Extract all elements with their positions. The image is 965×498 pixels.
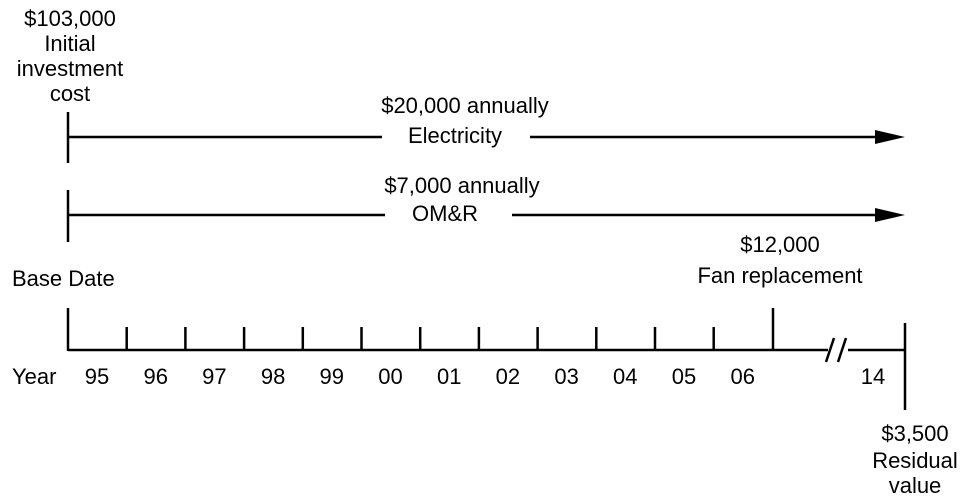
residual-label: Residual [872,448,958,473]
year: 14 [861,364,885,389]
arrowhead [875,208,905,222]
year-label: Year [12,364,56,389]
year: 00 [378,364,402,389]
residual-label: value [889,473,942,498]
fan-amount: $12,000 [740,232,820,257]
year: 05 [672,364,696,389]
year: 97 [202,364,226,389]
base-date: Base Date [12,266,115,291]
omr-amount: $7,000 annually [384,173,539,198]
year: 04 [613,364,637,389]
fan-label: Fan replacement [697,263,862,288]
omr-label: OM&R [412,201,478,226]
residual-amount: $3,500 [881,421,948,446]
year: 02 [496,364,520,389]
electricity-label: Electricity [408,123,502,148]
break-mark [836,337,848,363]
year: 06 [730,364,754,389]
year: 01 [437,364,461,389]
initial-label: investment [17,56,123,81]
initial-amount: $103,000 [24,6,116,31]
year: 98 [261,364,285,389]
initial-label: cost [50,81,90,106]
year: 95 [85,364,109,389]
year: 03 [554,364,578,389]
arrowhead [875,130,905,144]
year: 99 [320,364,344,389]
electricity-amount: $20,000 annually [381,93,549,118]
break-mark [824,337,836,363]
year: 96 [143,364,167,389]
initial-label: Initial [44,31,95,56]
